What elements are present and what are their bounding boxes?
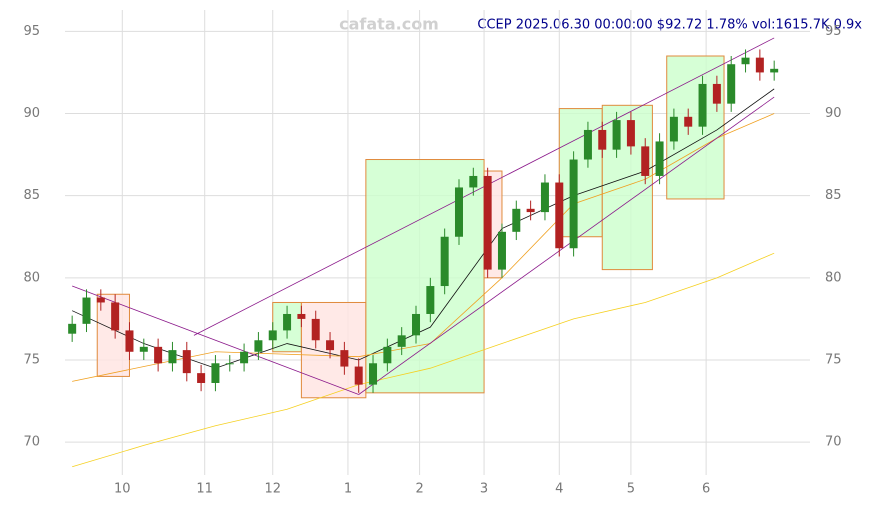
x-tick-label: 1 <box>344 482 352 497</box>
candle-body <box>526 208 535 213</box>
candle-body <box>311 318 320 341</box>
chart-title: CCEP 2025.06.30 00:00:00 $92.72 1.78% vo… <box>477 18 862 33</box>
y-tick-label-right: 85 <box>825 188 842 203</box>
candle-body <box>426 286 435 314</box>
candle-body <box>96 297 105 303</box>
candle-body <box>454 187 463 237</box>
candle-body <box>283 313 292 331</box>
candle-body <box>712 83 721 104</box>
candle-body <box>154 346 163 364</box>
candle-body <box>540 182 549 213</box>
indicator-line <box>72 285 359 395</box>
candle-body <box>326 340 335 351</box>
y-tick-label-right: 80 <box>825 270 842 285</box>
candle-body <box>483 175 492 270</box>
y-tick-label-right: 95 <box>825 24 842 39</box>
candle-body <box>340 350 349 367</box>
candle-body <box>168 350 177 364</box>
y-tick-label-right: 75 <box>825 352 842 367</box>
candle-body <box>197 373 206 383</box>
x-tick-label: 3 <box>480 482 488 497</box>
candle-body <box>125 330 134 352</box>
x-tick-label: 4 <box>555 482 563 497</box>
candle-body <box>626 120 635 147</box>
y-tick-label: 95 <box>23 24 40 39</box>
x-tick-label: 5 <box>627 482 635 497</box>
candle-body <box>727 64 736 104</box>
candle-body <box>182 350 191 374</box>
candle-body <box>139 346 148 352</box>
candle-body <box>469 175 478 188</box>
candle-body <box>512 208 521 232</box>
candle-body <box>569 159 578 249</box>
candle-body <box>412 313 421 336</box>
candle-body <box>82 297 91 324</box>
candle-body <box>440 236 449 287</box>
candle-body <box>354 366 363 385</box>
x-tick-label: 11 <box>196 482 213 497</box>
candle-body <box>598 129 607 150</box>
candle-body <box>698 83 707 127</box>
candle-body <box>225 363 234 365</box>
candle-body <box>684 116 693 127</box>
candle-body <box>497 231 506 270</box>
y-tick-label-right: 70 <box>825 435 842 450</box>
candle-body <box>755 57 764 73</box>
candle-body <box>240 351 249 364</box>
indicator-line <box>71 88 775 369</box>
indicator-line <box>358 96 775 395</box>
x-tick-label: 6 <box>702 482 710 497</box>
candle-body <box>268 330 277 341</box>
candle-body <box>741 57 750 65</box>
candle-body <box>555 182 564 249</box>
candle-body <box>397 335 406 347</box>
candle-body <box>254 340 263 352</box>
y-tick-label: 70 <box>23 435 40 450</box>
candle-body <box>655 141 664 176</box>
candle-body <box>669 116 678 142</box>
candle-body <box>68 323 77 334</box>
candle-body <box>297 313 306 319</box>
x-tick-label: 10 <box>114 482 131 497</box>
candle-body <box>612 120 621 150</box>
candle-body <box>369 363 378 385</box>
y-tick-label: 90 <box>23 106 40 121</box>
y-tick-label: 85 <box>23 188 40 203</box>
y-tick-label-right: 90 <box>825 106 842 121</box>
indicator-line <box>72 252 775 468</box>
x-tick-label: 12 <box>264 482 281 497</box>
candle-body <box>641 146 650 176</box>
watermark: cafata.com <box>339 15 439 34</box>
y-tick-label: 75 <box>23 352 40 367</box>
candle-body <box>111 302 120 331</box>
candle-body <box>770 68 779 73</box>
y-tick-label: 80 <box>23 270 40 285</box>
candle-body <box>383 346 392 364</box>
x-tick-label: 2 <box>415 482 423 497</box>
candle-body <box>211 363 220 383</box>
zone <box>558 108 603 238</box>
candle-body <box>583 129 592 160</box>
